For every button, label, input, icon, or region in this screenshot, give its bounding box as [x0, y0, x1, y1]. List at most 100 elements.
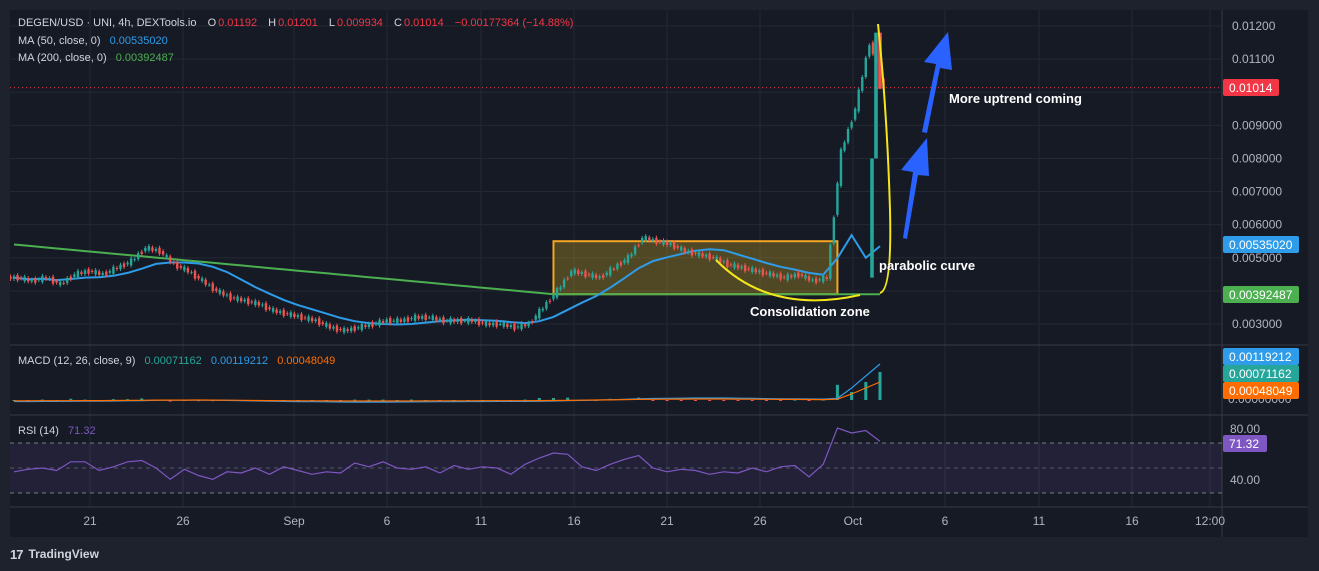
candle-body — [16, 274, 19, 281]
candle-body — [282, 309, 285, 316]
macd-histogram-bar — [807, 400, 811, 401]
macd-badge-text: 0.00119212 — [1229, 350, 1292, 364]
candle-body — [275, 309, 278, 313]
candle-body — [303, 317, 307, 319]
consolidation-zone-box[interactable] — [552, 240, 839, 296]
candle-body — [758, 270, 761, 273]
candle-body — [314, 319, 317, 322]
candle-body — [683, 248, 686, 253]
candle-body — [19, 277, 23, 279]
candle-body — [289, 312, 293, 317]
candle-body — [431, 315, 435, 321]
candle-body — [105, 271, 108, 276]
chart-svg[interactable]: More uptrend coming parabolic curve Cons… — [5, 10, 1308, 537]
candle-body — [467, 318, 470, 324]
candle-body — [108, 271, 112, 273]
ma50-legend[interactable]: MA (50, close, 0) 0.00535020 — [18, 35, 170, 47]
candle-body — [232, 297, 236, 299]
high-value: 0.01201 — [278, 17, 318, 29]
candle-body — [211, 283, 214, 292]
candle-body — [360, 323, 364, 330]
ma200-badge-text: 0.00392487 — [1229, 288, 1293, 302]
time-axis[interactable]: 21 26 Sep 6 11 16 21 26 Oct 6 11 16 12:00 — [83, 514, 1225, 528]
macd-histogram-bar — [537, 398, 541, 400]
candle-body — [183, 266, 186, 271]
candle-body — [846, 128, 850, 143]
chart-area[interactable]: More uptrend coming parabolic curve Cons… — [5, 10, 1308, 537]
symbol-legend[interactable]: DEGEN/USD · UNI, 4h, DEXTools.io O 0.0119… — [18, 17, 575, 29]
candle-body — [452, 319, 456, 323]
macd-line[interactable] — [14, 363, 881, 403]
candle-body — [23, 276, 26, 282]
candle-body — [541, 308, 545, 311]
rsi-line[interactable] — [13, 427, 881, 481]
price-tick-label: 0.01100 — [1232, 52, 1275, 66]
macd-legend[interactable]: MACD (12, 26, close, 9) 0.00071162 0.001… — [18, 355, 337, 367]
macd-pane[interactable] — [12, 363, 882, 403]
candle-body — [538, 308, 541, 319]
candle-body — [499, 324, 502, 325]
candle-body — [871, 42, 875, 55]
candle-body — [523, 324, 527, 327]
arrow-up-icon — [901, 138, 929, 239]
price-tick-label: 0.006000 — [1232, 218, 1282, 232]
candle-body — [633, 246, 637, 255]
candle-body — [378, 319, 381, 326]
macd-signal-line[interactable] — [14, 381, 881, 402]
time-tick-label: 26 — [176, 514, 190, 528]
candle-body — [570, 271, 573, 276]
candle-body — [208, 284, 211, 286]
candle-body — [176, 261, 179, 269]
candle-body — [190, 272, 193, 274]
candle-body — [239, 297, 243, 302]
ma200-line[interactable] — [13, 243, 880, 296]
candle-body — [420, 316, 424, 319]
candle-body — [349, 327, 353, 332]
macd-histogram-bar — [779, 400, 783, 401]
macd-histogram-bar — [410, 399, 414, 401]
macd-signal-badge-text: 0.00048049 — [1229, 384, 1293, 398]
price-axis[interactable]: 0.01200 0.01100 0.009000 0.008000 0.007000 0.… — [1232, 19, 1282, 331]
ma200-legend[interactable]: MA (200, close, 0) 0.00392487 — [18, 52, 176, 64]
candle-body — [225, 294, 229, 296]
rsi-axis-80: 80.00 — [1230, 422, 1260, 436]
time-tick-label: 16 — [1125, 514, 1139, 528]
candle-body — [782, 276, 786, 278]
rsi-legend[interactable]: RSI (14) 71.32 — [18, 425, 98, 437]
candle-body — [161, 251, 165, 255]
candle-body — [751, 267, 754, 273]
candle-body — [651, 239, 655, 241]
candle-body — [626, 255, 630, 263]
candle-body — [548, 300, 552, 302]
rsi-axis-40: 40.00 — [1230, 473, 1260, 487]
candle-body — [424, 314, 427, 321]
macd-label: MACD (12, 26, close, 9) — [18, 355, 136, 367]
candle-body — [477, 318, 481, 325]
candle-body — [545, 301, 548, 309]
candle-body — [775, 274, 779, 277]
candle-body — [371, 322, 374, 327]
candle-body — [332, 326, 335, 329]
change-value: −0.00177364 (−14.88%) — [454, 17, 574, 29]
candle-body — [389, 318, 392, 324]
candle-body — [868, 45, 871, 57]
macd-histogram-bar — [140, 398, 144, 400]
candle-body — [502, 322, 505, 327]
candle-body — [296, 315, 300, 318]
candle-body — [310, 317, 314, 322]
candle-body — [222, 291, 225, 296]
candle-body — [690, 249, 694, 256]
candle-body — [761, 269, 765, 276]
candle-body — [594, 274, 598, 279]
candle-body — [168, 256, 172, 263]
candle-body — [115, 268, 119, 270]
candle-body — [726, 260, 729, 268]
candle-body — [870, 158, 874, 278]
ma200-label: MA (200, close, 0) — [18, 52, 107, 64]
macd-histogram-bar — [566, 397, 570, 400]
candle-body — [822, 275, 825, 282]
macd-histogram-bar — [551, 398, 555, 400]
time-tick-label: 11 — [1033, 514, 1046, 528]
macd-hist-badge — [1223, 365, 1299, 382]
last-price-badge — [1223, 79, 1279, 96]
